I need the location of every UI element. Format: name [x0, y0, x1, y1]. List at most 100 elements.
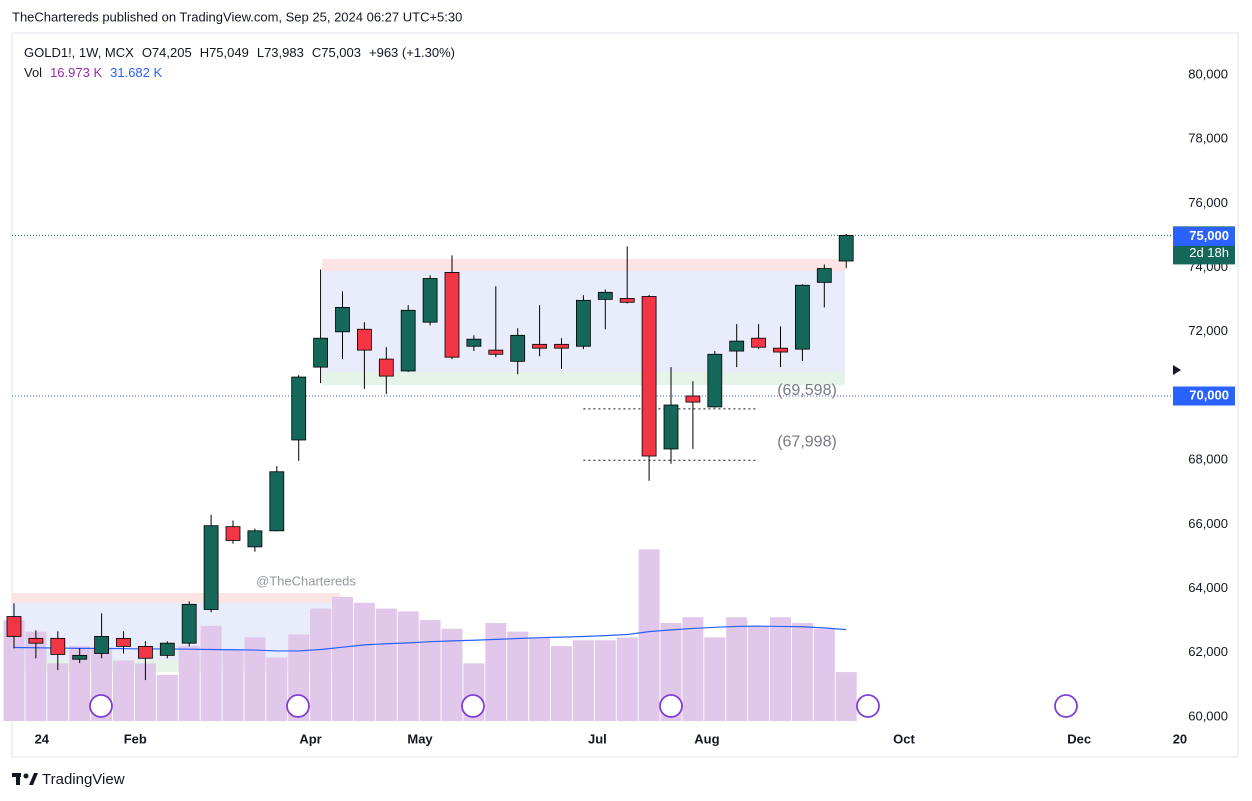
x-tick-label: Aug — [694, 731, 719, 746]
volume-bar — [3, 620, 25, 721]
event-icons — [89, 694, 1078, 718]
legend-item: O74,205 — [142, 45, 192, 60]
price-line-badge — [1173, 227, 1235, 247]
volume-bar — [69, 646, 91, 721]
volume-bar — [835, 672, 857, 721]
candle-body — [269, 471, 285, 532]
candle-body — [488, 349, 504, 355]
x-tick-label: Apr — [299, 731, 321, 746]
volume-bar — [507, 631, 529, 721]
volume-bar — [310, 608, 332, 721]
annotation-label: (69,598) — [777, 382, 837, 399]
candle-body — [838, 235, 854, 262]
volume-bar — [156, 674, 178, 721]
volume-bar — [222, 648, 244, 721]
candle-body — [137, 645, 153, 659]
countdown-label: 2d 18h — [1189, 245, 1229, 260]
legend-item: L73,983 — [257, 45, 304, 60]
x-tick-label: May — [407, 731, 433, 746]
candle-body — [6, 616, 22, 637]
logo — [12, 773, 38, 785]
zone-top — [322, 259, 845, 271]
candle-body — [816, 268, 832, 283]
y-tick-label: 80,000 — [1188, 66, 1228, 81]
candle-body — [510, 334, 526, 362]
volume-bar — [200, 625, 222, 721]
candle-body — [94, 636, 109, 654]
vol-ma: 31.682 K — [110, 65, 162, 80]
candle-body — [663, 404, 679, 450]
volume-bar — [704, 637, 726, 721]
zone-top — [12, 593, 340, 603]
volume-bar — [551, 646, 572, 721]
volume-bar — [113, 660, 134, 721]
legend-item: GOLD1!, 1W, MCX — [24, 45, 134, 60]
y-tick-label: 76,000 — [1188, 195, 1228, 210]
volume-bar — [375, 608, 397, 721]
x-tick-label: Feb — [124, 731, 147, 746]
volume-bar — [813, 628, 835, 721]
volume-bar — [616, 637, 638, 721]
y-tick-label: 62,000 — [1188, 644, 1228, 659]
zone-bottom — [322, 372, 845, 385]
candle-body — [225, 526, 241, 541]
watermark: @TheChartereds — [256, 573, 356, 588]
plot: 60,000 62,000 64,000 66,000 68,000 70,000 72,0… — [3, 66, 1235, 746]
candle-body — [444, 272, 460, 358]
vol-legend: Vol 16.973 K 31.682 K — [24, 65, 162, 80]
volume-bar — [332, 597, 353, 721]
y-tick-label: 68,000 — [1188, 452, 1228, 467]
scroll-marker — [1173, 365, 1181, 375]
volume-bar — [353, 602, 375, 721]
x-tick-label: Dec — [1067, 731, 1091, 746]
candle-body — [707, 353, 723, 408]
volume-bar — [441, 628, 463, 721]
volume-bar — [770, 617, 791, 721]
volume-bar — [266, 657, 288, 721]
candle-body — [28, 637, 44, 644]
price-line-badge-label: 70,000 — [1189, 387, 1229, 402]
candle-body — [641, 296, 657, 457]
volume-bar — [485, 622, 507, 721]
candle-body — [335, 307, 350, 333]
candle-body — [597, 291, 613, 300]
candle-body — [116, 637, 131, 647]
candle-body — [400, 309, 416, 372]
candle-body — [159, 642, 175, 656]
volume-bar — [638, 549, 660, 721]
volume-bar — [529, 637, 551, 721]
volume-bar — [397, 611, 419, 721]
candle-body — [247, 530, 263, 548]
candle-body — [356, 328, 372, 351]
volume-bar — [244, 637, 266, 721]
volume-bar — [726, 617, 748, 721]
y-tick-label: 66,000 — [1188, 516, 1228, 531]
volume-bar — [419, 620, 441, 721]
frame — [11, 32, 1239, 758]
candle-body — [685, 395, 701, 403]
price-line-badge-label: 75,000 — [1189, 228, 1229, 243]
vol-title: Vol — [24, 65, 42, 80]
candle-body — [291, 376, 307, 441]
volume-bar — [682, 617, 704, 721]
candle-body — [378, 358, 394, 377]
candle-body — [554, 343, 569, 349]
x-tick-label: Oct — [893, 731, 915, 746]
candle-body — [619, 298, 635, 303]
price-line-badge — [1173, 386, 1235, 406]
y-tick-label: 78,000 — [1188, 131, 1228, 146]
annotation-label: (67,998) — [777, 433, 837, 450]
legend: GOLD1!, 1W, MCX O74,205 H75,049 L73,983 C75,… — [24, 45, 455, 60]
candle-body — [181, 603, 197, 644]
volume-bar — [25, 631, 47, 721]
candle-body — [422, 278, 438, 323]
candle-body — [313, 337, 329, 368]
candle-body — [72, 654, 88, 660]
candle-body — [576, 299, 591, 347]
candle-body — [795, 284, 810, 350]
x-tick-label: Jul — [588, 731, 607, 746]
volume-bar — [134, 663, 156, 721]
volume-bar — [47, 663, 69, 721]
vol-value: 16.973 K — [50, 65, 102, 80]
candle-body — [50, 637, 66, 655]
